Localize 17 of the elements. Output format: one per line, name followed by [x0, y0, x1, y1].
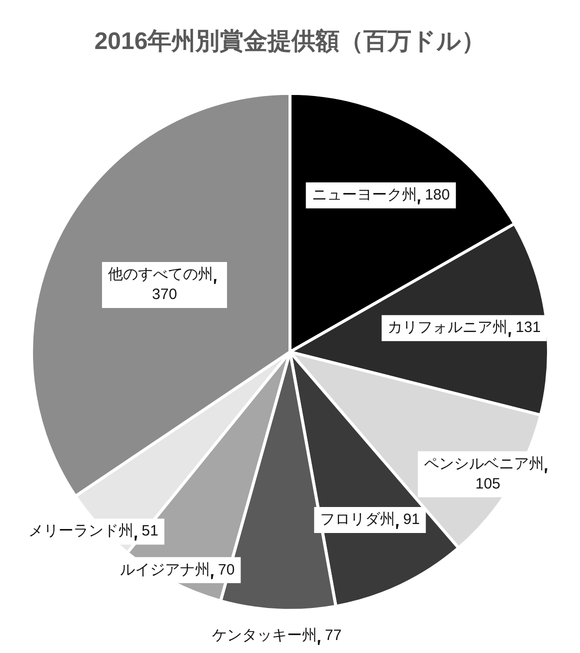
slice-label: フロリダ州 [320, 511, 396, 528]
slice-label: メリーランド州 [28, 522, 134, 540]
chart-title: 2016年州別賞金提供額（百万ドル） [94, 28, 486, 56]
slice-label: カリフォルニア州 [388, 319, 508, 336]
data-label: 91 [403, 511, 420, 528]
data-label: 131 [516, 319, 541, 336]
slice-label: ケンタッキー州 [212, 627, 317, 644]
data-label: 70 [218, 561, 235, 578]
data-label: 180 [424, 186, 450, 204]
slice-label: ペンシルベニア州 [424, 455, 544, 472]
slice-label: ルイジアナ州 [120, 561, 210, 578]
data-label: 370 [152, 286, 178, 304]
data-label: 77 [324, 627, 342, 644]
slice-label: 他のすべての州 [108, 266, 214, 284]
data-label: 51 [142, 522, 158, 540]
slice-label: ニューヨーク州 [312, 186, 417, 204]
data-label: 105 [475, 475, 500, 492]
